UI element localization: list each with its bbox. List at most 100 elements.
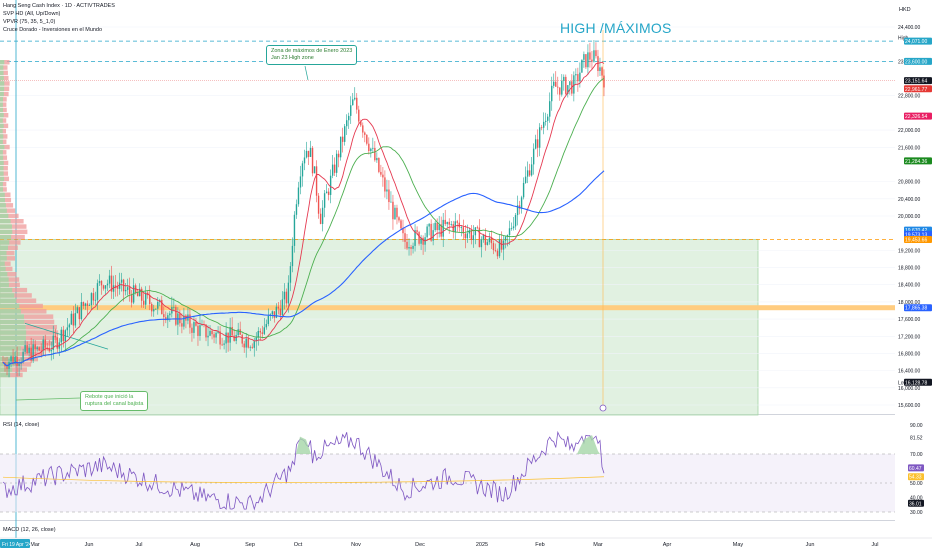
vp-bar-up [0, 320, 24, 325]
candle-up [473, 235, 474, 240]
candle-up [412, 246, 413, 249]
candle-up [75, 313, 76, 325]
candle-down [495, 250, 496, 251]
candle-up [461, 227, 462, 228]
vp-bar-up [0, 166, 4, 171]
vp-bar-up [0, 118, 3, 123]
price-tick-label: 17,600.00 [898, 317, 920, 323]
candle-down [342, 137, 343, 142]
vp-bar-up [0, 235, 11, 240]
candle-up [282, 299, 283, 315]
candle-up [513, 226, 514, 228]
candle-up [65, 330, 66, 341]
time-tick-label: Sep [245, 542, 255, 548]
vp-bar-up [0, 193, 5, 198]
candle-up [332, 165, 333, 176]
candle-down [334, 165, 335, 173]
candle-up [310, 148, 311, 157]
candle-down [406, 242, 407, 249]
vp-bar-up [0, 145, 4, 150]
candle-up [587, 52, 588, 67]
candle-down [191, 328, 192, 333]
vp-bar-up [0, 182, 3, 187]
price-badge-label: 23,151.64 [905, 79, 927, 85]
candle-up [95, 300, 96, 301]
candle-up [599, 67, 600, 71]
candle-up [467, 233, 468, 238]
candle-up [573, 75, 574, 93]
candle-up [250, 347, 251, 348]
candle-down [378, 158, 379, 172]
rsi-tick-label: 50.00 [910, 481, 923, 487]
candle-down [555, 82, 556, 87]
vp-bar-up [0, 203, 6, 208]
candle-down [318, 196, 319, 214]
candle-up [246, 339, 247, 348]
vp-bar-up [0, 65, 3, 70]
candle-down [45, 339, 46, 347]
candle-down [117, 287, 118, 289]
vp-bar-up [0, 309, 21, 314]
candle-up [225, 333, 226, 344]
candle-up [268, 316, 269, 324]
rsi-tick-label: 81.52 [910, 435, 923, 441]
candle-down [49, 348, 50, 351]
candle-down [57, 337, 58, 348]
indicator-svp-label[interactable]: SVP HD (All, Up/Down) [3, 11, 60, 18]
candle-down [151, 304, 152, 311]
candle-up [284, 292, 285, 300]
candle-up [593, 50, 594, 61]
vp-bar-up [0, 140, 3, 145]
candle-up [300, 176, 301, 187]
candle-up [575, 74, 576, 75]
rebound-note[interactable]: Rebote que inició la ruptura del canal b… [80, 391, 148, 411]
candle-down [368, 144, 369, 151]
candle-down [93, 293, 94, 300]
candle-up [266, 324, 267, 327]
rsi-pane-label[interactable]: RSI (14, close) [3, 422, 39, 428]
vp-bar-up [0, 288, 12, 293]
candle-down [589, 52, 590, 59]
vp-bar-up [0, 224, 12, 229]
time-tick-label: Dec [415, 542, 425, 548]
price-tick-label: 24,400.00 [898, 25, 920, 31]
macd-pane-label[interactable]: MACD (12, 26, close) [3, 527, 56, 533]
high-annotation[interactable]: HIGH /MÁXIMOS [560, 20, 672, 36]
candle-down [603, 76, 604, 88]
candle-up [521, 197, 522, 208]
candle-up [547, 117, 548, 121]
candle-up [350, 105, 351, 116]
time-axis: Mar Jun Jul Aug Sep Oct Nov Dec 2025 Feb Mar Apr May… [0, 538, 932, 550]
candle-down [38, 347, 39, 350]
candle-up [296, 204, 297, 215]
candle-down [211, 331, 212, 334]
time-tick-label: Feb [535, 542, 544, 548]
candle-up [324, 193, 325, 208]
candle-down [233, 336, 234, 341]
candle-down [241, 335, 242, 344]
time-tick-label: Jul [135, 542, 142, 548]
vp-bar-up [0, 113, 4, 118]
candle-up [183, 316, 184, 327]
candle-up [489, 238, 490, 242]
candle-down [103, 285, 104, 288]
time-tick-label: Jun [806, 542, 815, 548]
candle-up [229, 327, 230, 343]
vp-bar-up [0, 373, 10, 378]
indicator-vpvr-label[interactable]: VPVR (75, 35, 5_1,0) [3, 19, 55, 26]
indicator-golden-cross-label[interactable]: Cruce Dorado - Inversiones en el Mundo [3, 27, 102, 34]
jan23-zone-note[interactable]: Zona de máximos de Enero 2023 Jan 23 Hig… [266, 45, 357, 65]
vp-bar-up [0, 272, 7, 277]
candle-down [497, 251, 498, 256]
candle-down [595, 50, 596, 56]
rsi-badge-label: 54.33 [909, 475, 922, 481]
time-tick-label: Aug [190, 542, 200, 548]
vp-bar-up [0, 161, 4, 166]
candle-down [231, 327, 232, 336]
candle-up [28, 348, 29, 353]
candle-down [418, 232, 419, 244]
candle-up [121, 280, 122, 283]
candle-up [531, 164, 532, 175]
candle-up [340, 137, 341, 158]
